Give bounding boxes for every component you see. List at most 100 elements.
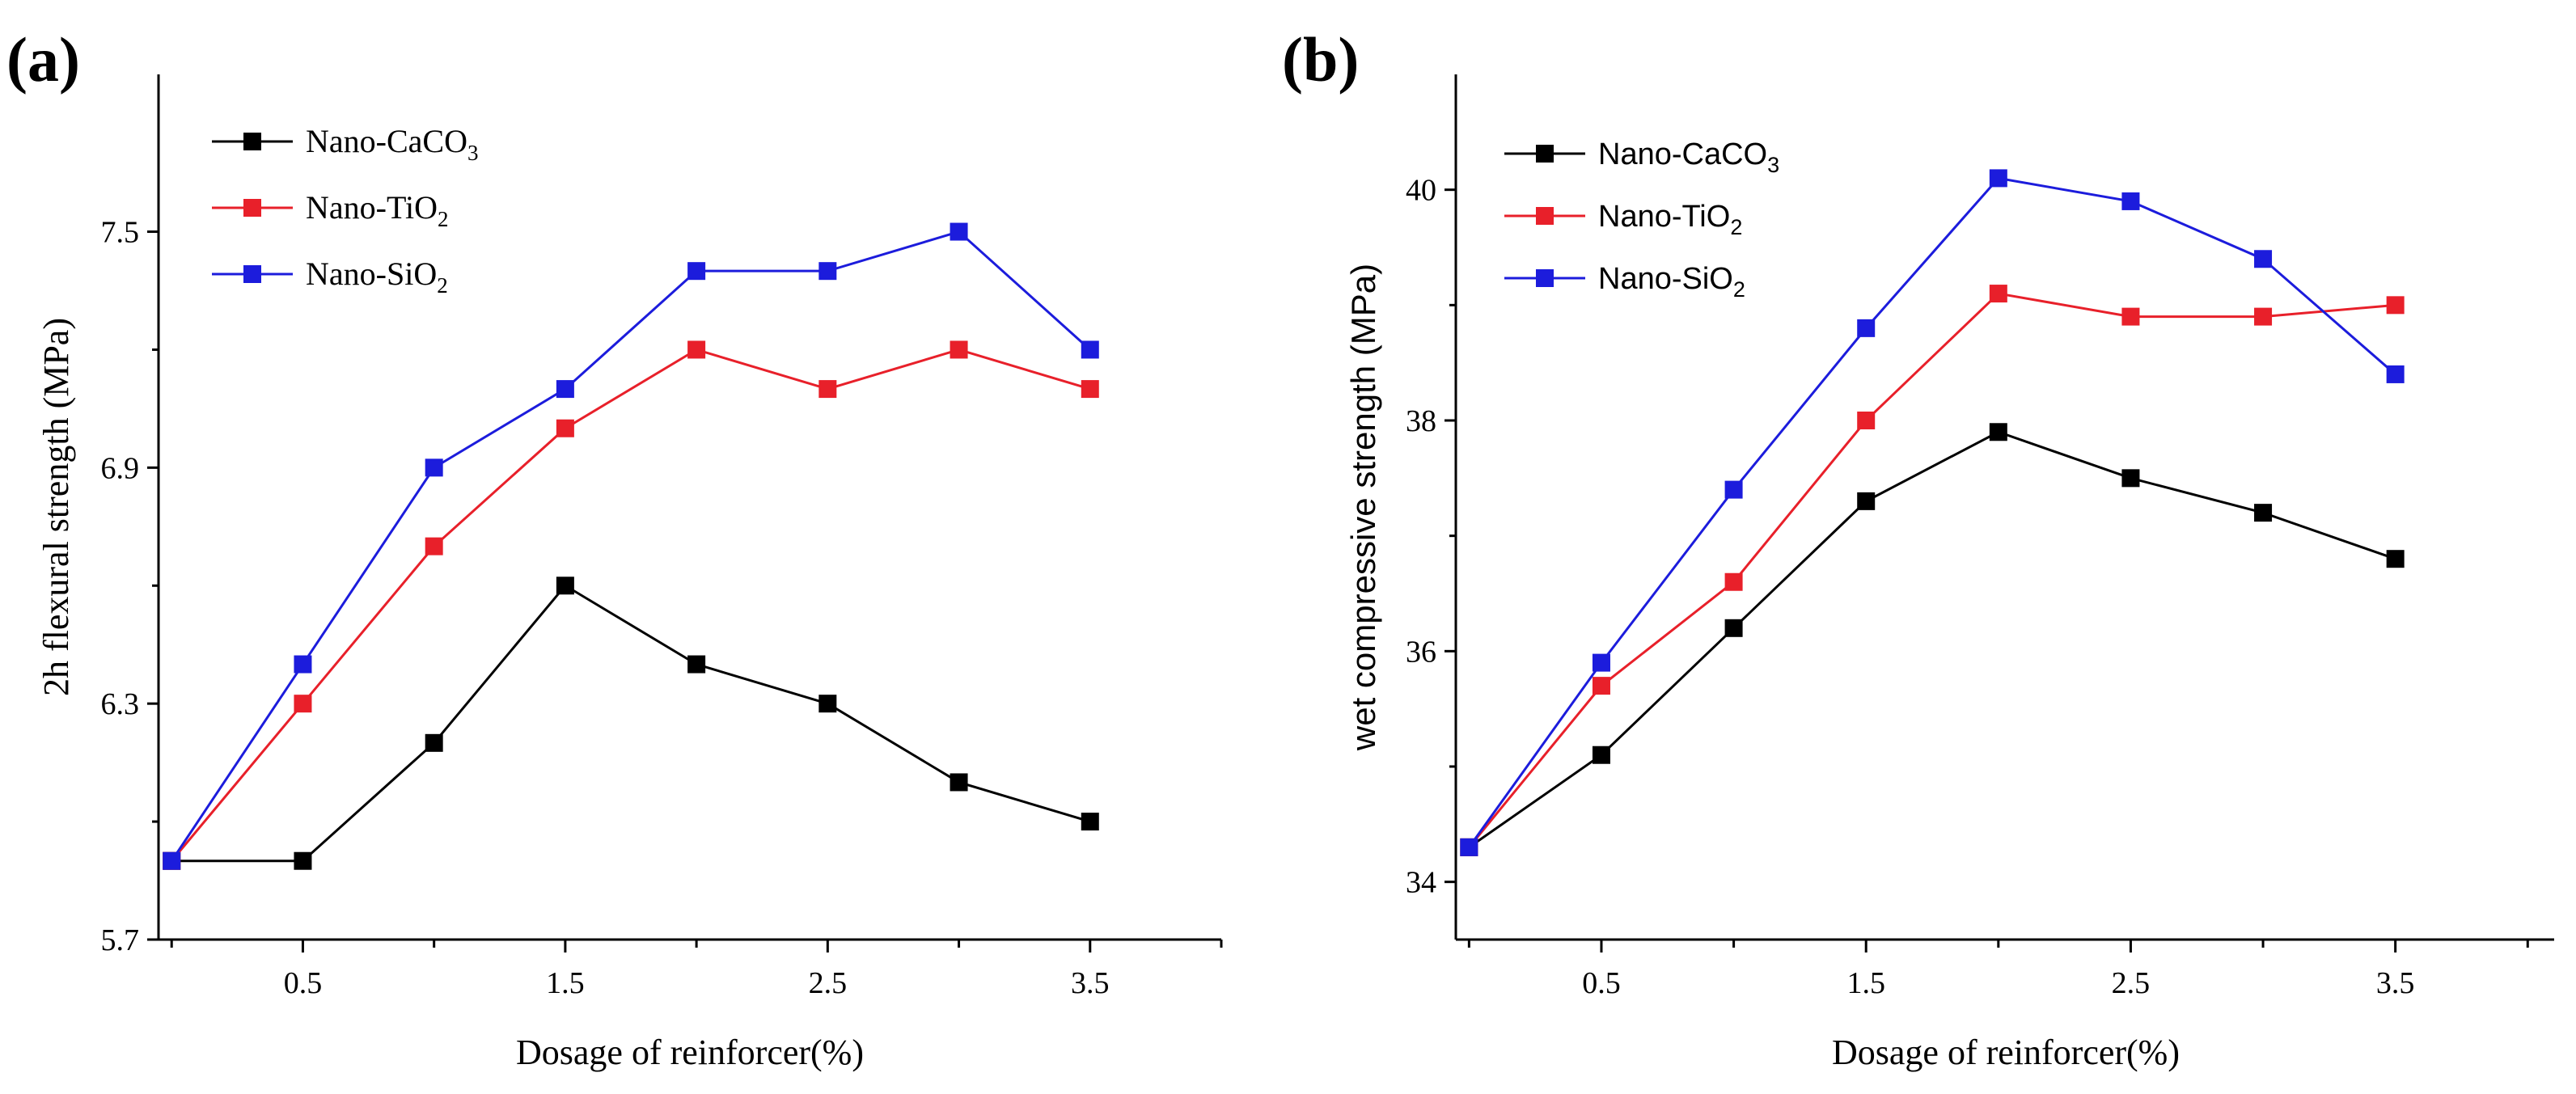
panel-b-y-tick-label: 38 [1406, 404, 1436, 438]
panel-b-series-nano-tio-point [1724, 572, 1743, 591]
panel-a-series-nano-caco-point [687, 655, 706, 674]
panel-b-series-nano-caco-point [1592, 746, 1610, 764]
panel-a-series-nano-caco-point [556, 577, 574, 595]
panel-a-x-tick-label: 1.5 [546, 966, 585, 1000]
panel-a-legend-label: Nano-TiO2 [306, 189, 449, 231]
panel-a-series-nano-caco-point [950, 773, 968, 792]
panel-a-y-axis-title: 2h flexural strength (MPa) [36, 318, 76, 696]
panel-a-x-tick-label: 0.5 [284, 966, 323, 1000]
panel-a-series-nano-tio-point [1081, 380, 1099, 399]
panel-a-series-nano-caco-point [425, 733, 443, 752]
panel-a-series-nano-caco [163, 577, 1099, 870]
panel-a-legend-label: Nano-SiO2 [306, 256, 448, 298]
panel-b-legend-label: Nano-TiO2 [1598, 200, 1742, 239]
panel-a-series-nano-caco-point [1081, 813, 1099, 831]
panel-b-series-nano-sio [1460, 169, 2405, 856]
panel-b-series-nano-sio-point [1724, 480, 1743, 499]
panel-a-series-nano-sio-point [163, 851, 181, 870]
panel-b-series [1460, 169, 2405, 856]
panel-a-series-nano-sio-point [294, 655, 312, 674]
panel-b-series-nano-sio-point [2386, 365, 2405, 383]
panel-b: (b) 34 36 38 40 0.5 1.5 2.5 3.5 Dosage of reinf… [1282, 24, 2554, 1072]
panel-b-legend-marker [1536, 207, 1554, 225]
panel-b-series-nano-tio-point [1857, 412, 1876, 429]
panel-a-series-nano-sio-point [818, 262, 837, 281]
panel-b-series-nano-tio-point [2121, 307, 2140, 326]
panel-a-y-tick-label: 6.3 [101, 687, 140, 721]
panel-b-series-nano-tio-line [1468, 292, 2396, 848]
panel-a-series-nano-tio-line [171, 348, 1091, 862]
panel-b-series-nano-caco-point [2386, 550, 2405, 568]
panel-a-ticks: 5.7 6.3 6.9 7.5 0.5 1.5 2.5 3.5 [101, 216, 1223, 1000]
panel-a-plot-area [157, 74, 1221, 941]
panel-b-legend-item: Nano-CaCO3 [1504, 137, 1779, 177]
panel-a-series-nano-caco-point [294, 851, 312, 870]
panel-a-legend-label: Nano-CaCO3 [306, 123, 478, 165]
panel-a-legend-item: Nano-SiO2 [212, 256, 448, 298]
panel-a-legend: Nano-CaCO3 Nano-TiO2 Nano-SiO2 [212, 123, 478, 298]
panel-b-y-tick-label: 36 [1406, 635, 1436, 669]
panel-a-series-nano-sio-point [425, 458, 443, 477]
panel-a-series-nano-sio-point [1081, 340, 1099, 359]
panel-b-series-nano-caco-point [2121, 469, 2140, 488]
panel-a-series-nano-sio-point [687, 262, 706, 281]
panel-a-legend-marker [243, 133, 261, 150]
panel-a-legend-item: Nano-TiO2 [212, 189, 449, 231]
panel-b-series-nano-caco-point [2254, 504, 2273, 522]
panel-b-x-tick-label: 0.5 [1582, 966, 1621, 1000]
panel-a-series-nano-caco-line [171, 584, 1091, 863]
panel-b-series-nano-caco-point [1989, 423, 2007, 441]
panel-b-ticks: 34 36 38 40 0.5 1.5 2.5 3.5 [1406, 174, 2529, 1000]
panel-b-series-nano-tio-point [2386, 296, 2405, 315]
panel-a-series-nano-tio-point [425, 537, 443, 555]
panel-a-series-nano-tio-point [294, 695, 312, 713]
panel-b-series-nano-tio-point [1592, 677, 1610, 695]
panel-b-y-axis-title: wet compressive strength (MPa) [1344, 264, 1382, 751]
panel-a-legend-marker [243, 265, 261, 283]
panel-b-legend-marker [1536, 269, 1554, 287]
panel-a-series-nano-tio-point [950, 340, 968, 359]
panel-b-series-nano-tio [1460, 285, 2405, 856]
panel-b-x-axis-title: Dosage of reinforcer(%) [1832, 1033, 2180, 1072]
panel-b-series-nano-caco [1460, 423, 2405, 856]
panel-b-y-tick-label: 40 [1406, 174, 1436, 208]
panel-b-x-tick-label: 1.5 [1846, 966, 1885, 1000]
panel-a-series-nano-tio-point [687, 340, 706, 359]
panel-b-series-nano-sio-point [2254, 250, 2273, 268]
panel-b-legend-item: Nano-SiO2 [1504, 262, 1745, 302]
panel-b-series-nano-tio-point [2254, 307, 2273, 326]
panel-a-series-nano-sio [163, 222, 1099, 870]
panel-b-series-nano-caco-line [1468, 430, 2396, 849]
panel-a-legend-marker [243, 199, 261, 217]
panel-b-series-nano-caco-point [1857, 492, 1876, 510]
panel-b-y-tick-label: 34 [1406, 866, 1436, 900]
panel-b-x-tick-label: 2.5 [2112, 966, 2151, 1000]
panel-a: (a) 5.7 6.3 6.9 7.5 0.5 1.5 2.5 3.5 Dosage of r… [6, 24, 1223, 1072]
panel-a-series-nano-tio-point [556, 419, 574, 437]
panel-a-y-tick-label: 5.7 [101, 923, 140, 957]
panel-b-plot-area [1454, 74, 2554, 941]
panel-a-y-tick-label: 6.9 [101, 451, 140, 485]
panel-a-y-tick-label: 7.5 [101, 216, 140, 250]
panel-b-legend-label: Nano-SiO2 [1598, 262, 1745, 302]
panel-b-series-nano-caco-point [1724, 619, 1743, 637]
panel-b-legend-marker [1536, 145, 1554, 163]
panel-b-series-nano-sio-point [1857, 319, 1876, 337]
panel-b-letter: (b) [1282, 24, 1359, 95]
panel-a-series-nano-sio-line [170, 230, 1091, 862]
panel-b-series-nano-tio-point [1989, 285, 2007, 303]
panel-b-series-nano-sio-point [2121, 192, 2140, 210]
panel-b-x-tick-label: 3.5 [2376, 966, 2415, 1000]
panel-a-x-axis-title: Dosage of reinforcer(%) [516, 1033, 864, 1072]
panel-a-x-tick-label: 2.5 [809, 966, 848, 1000]
panel-a-letter: (a) [6, 24, 80, 95]
panel-a-series-nano-caco-point [818, 695, 837, 713]
panel-a-series-nano-sio-point [950, 222, 968, 241]
panel-a-series-nano-tio-point [818, 380, 837, 399]
panel-b-series-nano-sio-point [1989, 169, 2007, 188]
panel-a-x-tick-label: 3.5 [1071, 966, 1110, 1000]
panel-a-legend-item: Nano-CaCO3 [212, 123, 478, 165]
panel-a-series-nano-sio-point [556, 380, 574, 399]
panel-b-legend-label: Nano-CaCO3 [1598, 137, 1779, 177]
